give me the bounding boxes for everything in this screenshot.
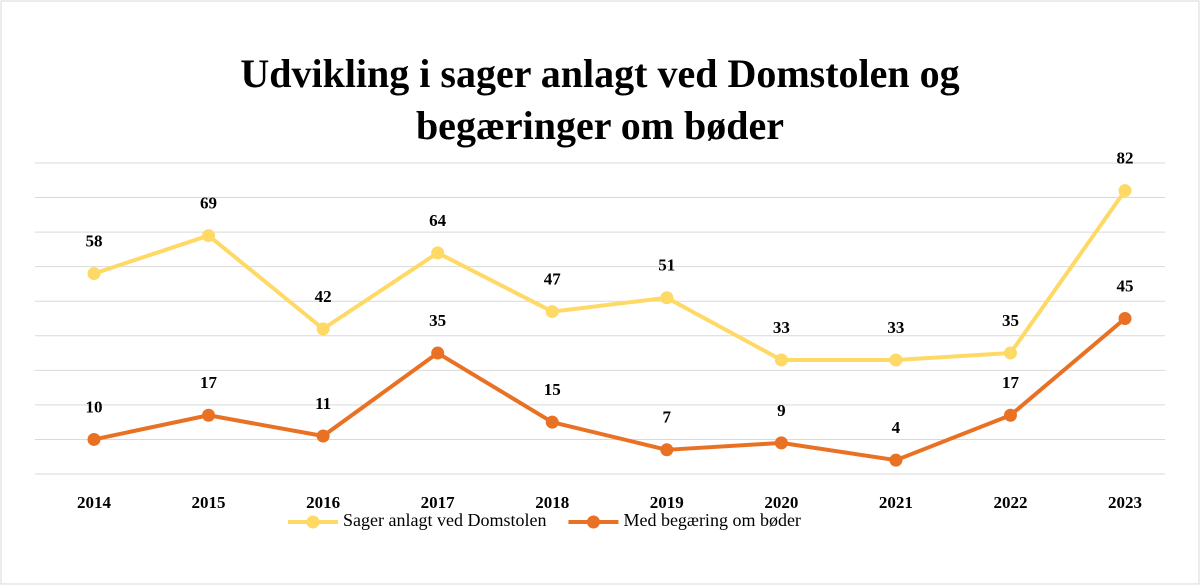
data-label: 33 xyxy=(887,318,904,337)
data-label: 58 xyxy=(86,231,103,250)
data-point xyxy=(1003,408,1017,422)
legend-marker xyxy=(586,515,600,529)
series-line xyxy=(93,316,1127,463)
data-point xyxy=(202,229,216,243)
data-label: 33 xyxy=(773,318,790,337)
data-point xyxy=(431,246,445,260)
data-label: 15 xyxy=(544,380,561,399)
data-point xyxy=(545,305,559,319)
data-point xyxy=(87,432,101,446)
legend-marker xyxy=(306,515,320,529)
chart-title: begæringer om bøder xyxy=(416,103,784,148)
data-label: 17 xyxy=(200,373,218,392)
data-point xyxy=(1118,184,1132,198)
data-label: 35 xyxy=(429,311,446,330)
data-label: 10 xyxy=(86,397,103,416)
data-point xyxy=(431,346,445,360)
data-point xyxy=(774,353,788,367)
x-tick-label: 2019 xyxy=(650,493,684,512)
data-point xyxy=(889,353,903,367)
x-tick-label: 2018 xyxy=(535,493,569,512)
legend-label: Sager anlagt ved Domstolen xyxy=(343,510,546,530)
data-point xyxy=(202,408,216,422)
chart-title: Udvikling i sager anlagt ved Domstolen o… xyxy=(240,51,959,96)
x-tick-label: 2014 xyxy=(77,493,112,512)
x-tick-label: 2015 xyxy=(192,493,226,512)
data-point xyxy=(660,291,674,305)
data-label: 35 xyxy=(1002,311,1019,330)
data-point xyxy=(660,443,674,457)
data-point xyxy=(316,429,330,443)
data-label: 45 xyxy=(1117,276,1134,295)
data-point xyxy=(316,322,330,336)
data-point xyxy=(889,453,903,467)
x-tick-label: 2023 xyxy=(1108,493,1142,512)
x-tick-label: 2022 xyxy=(993,493,1027,512)
data-label: 82 xyxy=(1117,149,1134,168)
data-point xyxy=(1118,312,1132,325)
series-line xyxy=(93,189,1127,362)
x-tick-label: 2020 xyxy=(764,493,798,512)
x-tick-label: 2017 xyxy=(421,493,456,512)
data-label: 47 xyxy=(544,269,562,288)
data-label: 9 xyxy=(777,401,786,420)
data-label: 69 xyxy=(200,193,217,212)
data-label: 64 xyxy=(429,211,447,230)
data-label: 42 xyxy=(315,287,332,306)
data-point xyxy=(774,436,788,450)
data-label: 11 xyxy=(315,394,331,413)
data-point xyxy=(545,415,559,429)
data-label: 4 xyxy=(892,418,901,437)
data-point xyxy=(1003,346,1017,360)
x-tick-label: 2016 xyxy=(306,493,340,512)
data-label: 7 xyxy=(663,408,672,427)
data-point xyxy=(87,267,101,281)
data-label: 17 xyxy=(1002,373,1020,392)
data-label: 51 xyxy=(658,256,675,275)
x-tick-label: 2021 xyxy=(879,493,913,512)
legend-label: Med begæring om bøder xyxy=(623,510,800,530)
